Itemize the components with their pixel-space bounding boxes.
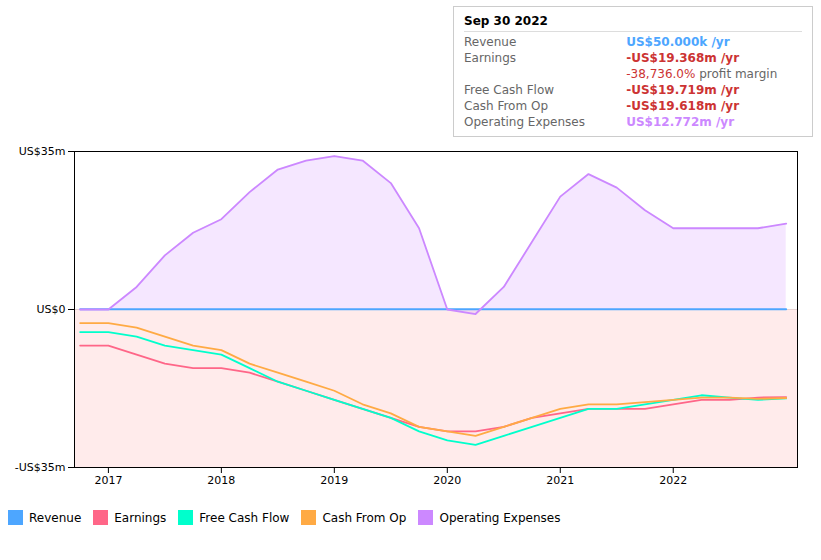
- html-text:Revenue: Revenue: [29, 510, 82, 525]
- html-text:-US$19.618m /yr: -US$19.618m /yr: [626, 99, 740, 113]
- html-text:Cash From Op: Cash From Op: [464, 99, 548, 113]
- html-text:Free Cash Flow: Free Cash Flow: [199, 510, 290, 525]
- html-text:Cash From Op: Cash From Op: [322, 510, 407, 525]
- html-text:Earnings: Earnings: [114, 510, 167, 525]
- svg-text:-US$35m: -US$35m: [15, 461, 66, 474]
- html-text:Operating Expenses: Operating Expenses: [439, 510, 561, 525]
- svg-text:2021: 2021: [546, 474, 574, 487]
- html-text:-US$19.719m /yr: -US$19.719m /yr: [626, 83, 740, 97]
- html-text:-38,736.0% profit margin: -38,736.0% profit margin: [626, 67, 778, 81]
- svg-text:2017: 2017: [94, 474, 122, 487]
- html-text:Sep 30 2022: Sep 30 2022: [464, 14, 548, 28]
- svg-text:2018: 2018: [207, 474, 235, 487]
- html-text:US$12.772m /yr: US$12.772m /yr: [626, 115, 735, 129]
- html-text:-US$19.368m /yr: -US$19.368m /yr: [626, 51, 740, 65]
- html-text:Earnings: Earnings: [464, 51, 517, 65]
- svg-text:2019: 2019: [320, 474, 348, 487]
- svg-text:2022: 2022: [659, 474, 687, 487]
- svg-text:2020: 2020: [433, 474, 461, 487]
- html-text:Revenue: Revenue: [464, 35, 517, 49]
- html-text:US$50.000k /yr: US$50.000k /yr: [626, 35, 730, 49]
- html-text:Operating Expenses: Operating Expenses: [464, 115, 585, 129]
- svg-text:US$0: US$0: [36, 303, 65, 316]
- svg-text:US$35m: US$35m: [19, 145, 66, 158]
- html-text:Free Cash Flow: Free Cash Flow: [464, 83, 555, 97]
